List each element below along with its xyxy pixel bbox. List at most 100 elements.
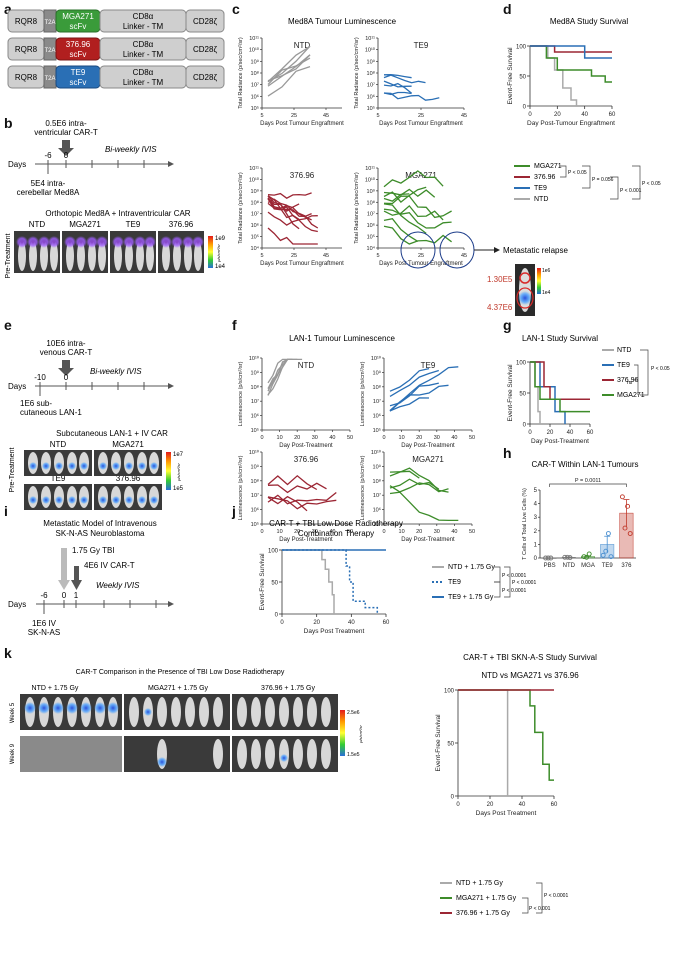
y-tick-label: 10¹⁰: [365, 176, 376, 183]
panel-d-title: Med8A Study Survival: [550, 17, 628, 26]
legend-ntd: NTD: [617, 347, 631, 354]
y-axis-label: Event-Free Survival: [259, 553, 266, 611]
metastatic-annotation: Metastatic relapse 1.30E5 4.37E6 1e6 1e4: [400, 231, 568, 316]
panel-letter-a: a: [4, 1, 12, 17]
scfv-name: TE9: [71, 68, 86, 77]
panel-f-title: LAN-1 Tumour Luminescence: [289, 334, 395, 343]
x-tick-label: 30: [312, 435, 318, 441]
trace-mga271: [383, 217, 419, 242]
pvalue: P < 0.0001: [544, 893, 568, 899]
trace-mga271: [389, 470, 420, 479]
trace-te9: [383, 92, 440, 101]
survival-curve-mga271-1-75-gy: [458, 689, 554, 781]
panel-g-legend: NTD TE9 376.96 MGA271 P < 0.05 ns: [602, 347, 670, 399]
y-axis-label: Luminescence (p/s/cm²/sr): [238, 361, 244, 426]
linker-label: Linker - TM: [123, 78, 164, 87]
x-tick-label: 5: [376, 113, 379, 119]
x-tick-label: 20: [487, 802, 494, 808]
pvalue: P = 0.056: [592, 177, 614, 183]
y-tick-label: 10⁹: [251, 188, 259, 195]
panel-j-title: CAR-T + TBI Low-Dose Radiotherapy: [269, 519, 403, 528]
panel-letter-k: k: [4, 645, 12, 661]
x-axis-label: Days Post Tumour Engraftment: [379, 121, 463, 127]
panel-h-title: CAR-T Within LAN-1 Tumours: [532, 460, 639, 469]
y-tick-label: 10⁸: [367, 70, 375, 77]
scale-unit: p/s/cm²/sr: [216, 244, 221, 263]
x-tick-label: 20: [416, 529, 422, 535]
panel-j-title-2: Combination Therapy: [298, 529, 374, 538]
day-tick: 0: [64, 151, 69, 160]
scfv-name: 376.96: [66, 40, 91, 49]
data-point: [627, 531, 633, 536]
trace-ntd: [267, 57, 311, 85]
y-tick-label: 10¹¹: [249, 36, 259, 42]
x-tick-label: 20: [547, 430, 554, 436]
trace-376-96: [267, 202, 300, 220]
x-tick-label: 0: [382, 529, 385, 535]
x-tick-label: 40: [519, 802, 526, 808]
x-tick-label: TE9: [602, 563, 614, 569]
survival-curve-te9: [530, 45, 612, 59]
data-point: [545, 555, 551, 561]
scfv-suffix: scFv: [70, 78, 87, 87]
trace-mga271: [383, 203, 427, 234]
lan1-survival-plot: 100 50 00 20 40 60 Day Post-Treatment Event-Fre…: [507, 361, 594, 446]
y-tick-label: 10⁹: [251, 369, 259, 376]
subplot-title: NTD: [294, 41, 311, 50]
cd28-label: CD28ζ: [193, 17, 217, 26]
y-tick-label: 10⁹: [251, 58, 259, 65]
cd8a-label: CD8α: [133, 12, 154, 21]
row-label: Pre-Treatment: [5, 234, 12, 279]
group-label: MGA271: [112, 440, 144, 449]
panel-letter-g: g: [503, 317, 512, 333]
x-tick-label: 5: [376, 253, 379, 259]
bar-pbs: [542, 557, 557, 559]
x-tick-label: 45: [461, 253, 467, 259]
panel-g-title: LAN-1 Study Survival: [522, 334, 598, 343]
y-tick-label: 10⁷: [367, 211, 375, 218]
y-tick-label: 10⁶: [251, 413, 259, 420]
model-title: Metastatic Model of Intravenous: [43, 519, 156, 528]
x-tick-label: 25: [418, 113, 424, 119]
x-tick-label: 0: [528, 430, 532, 436]
legend-ntd: NTD + 1.75 Gy: [448, 564, 495, 571]
y-tick-label: 10⁸: [367, 199, 375, 206]
x-tick-label: 40: [567, 430, 574, 436]
group-label: NTD: [50, 440, 67, 449]
x-tick-label: 20: [294, 529, 300, 535]
data-point: [567, 555, 573, 561]
y-tick-label: 10¹¹: [365, 36, 375, 42]
y-tick-label: 10⁸: [251, 70, 259, 77]
days-label: Days: [8, 160, 26, 169]
group-label: 376.96 + 1.75 Gy: [261, 685, 315, 692]
scale-bottom: 1e5: [173, 486, 184, 492]
y-tick-label: 10⁶: [367, 222, 375, 229]
panel-letter-i: i: [4, 503, 8, 519]
y-tick-label: 100: [268, 549, 279, 555]
scfv-suffix: scFv: [70, 22, 87, 31]
x-tick-label: 0: [382, 435, 385, 441]
x-tick-label: 40: [451, 529, 457, 535]
y-tick-label: 10⁶: [251, 222, 259, 229]
timeline-sknas: Metastatic Model of Intravenous SK-N-AS …: [8, 519, 174, 637]
data-point: [619, 494, 625, 500]
y-axis-label: Event-Free Survival: [507, 364, 514, 422]
legend-ntd: NTD: [534, 196, 548, 203]
trace-376-96: [267, 495, 308, 512]
x-tick-label: 5: [260, 253, 263, 259]
group-label: MGA271: [69, 220, 101, 229]
tumour-label: 1E6 IV: [32, 619, 57, 628]
survival-curve-ntd-1-75-gy: [282, 549, 335, 614]
x-axis-label: Day Post-Treatment: [401, 537, 455, 543]
trace-376-96: [267, 198, 319, 229]
scale-bottom: 1e4: [215, 264, 226, 270]
y-tick-label: 10⁵: [251, 521, 259, 528]
panel-k-legend: NTD + 1.75 Gy MGA271 + 1.75 Gy 376.96 + …: [440, 880, 568, 917]
x-axis-label: Days Post Treatment: [304, 628, 365, 635]
sknas-study-survival-plot: 100 50 00 20 40 60 Days Post Treatment Event-Fr…: [435, 689, 558, 818]
trace-te9: [389, 384, 449, 411]
survival-curve-376-96: [530, 361, 590, 400]
construct-row-mga271: RQR8 T2A MGA271 scFv CD8α Linker - TM CD…: [7, 9, 225, 33]
x-tick-label: 50: [469, 435, 475, 441]
